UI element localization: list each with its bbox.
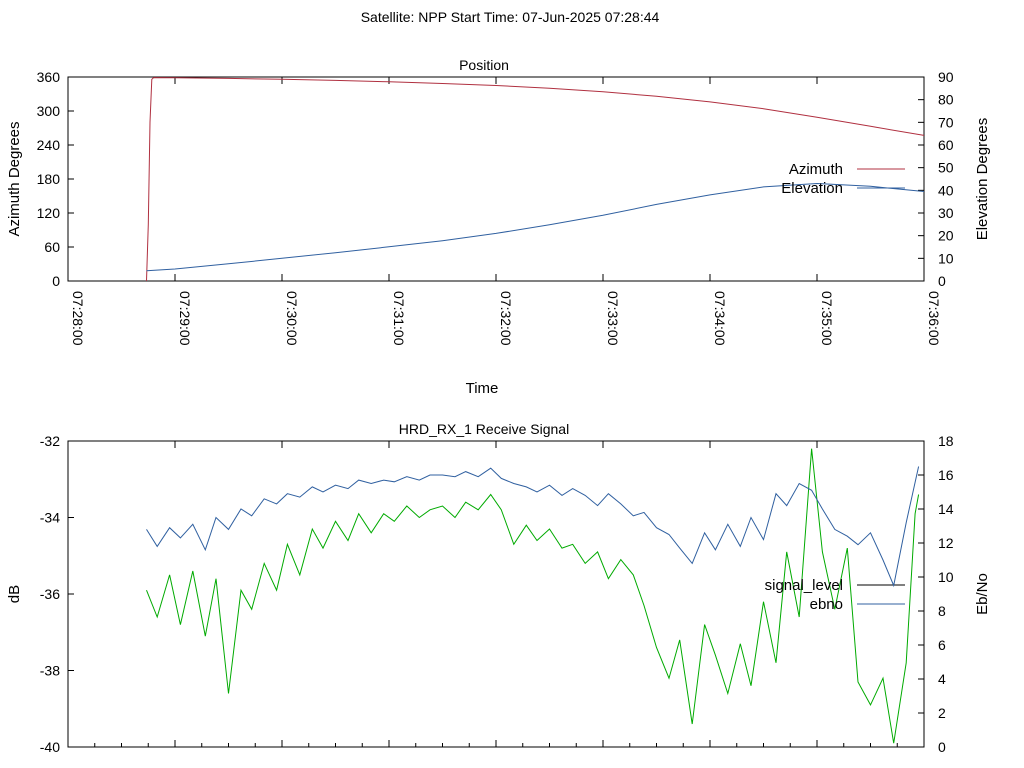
y2-tick-label: 2 <box>938 705 946 721</box>
y2-tick-label: 12 <box>938 535 954 551</box>
y2-tick-label: 4 <box>938 671 946 687</box>
legend-label: ebno <box>810 596 843 613</box>
y2-tick-label: 8 <box>938 603 946 619</box>
y2-tick-label: 30 <box>938 205 954 221</box>
y2-tick-label: 6 <box>938 637 946 653</box>
y-tick-label: 0 <box>52 273 60 289</box>
x-tick-label: 07:33:00 <box>605 291 621 346</box>
x-tick-label: 07:34:00 <box>712 291 728 346</box>
position-panel: Position 0 60 120 180 240 300 360 0 10 20 30 40 50 60 7… <box>6 57 991 397</box>
y2-tick-label: 40 <box>938 182 954 198</box>
x-tick-label: 07:31:00 <box>391 291 407 346</box>
y2-axis-label: Elevation Degrees <box>974 118 991 241</box>
y2-tick-label: 10 <box>938 250 954 266</box>
x-axis-label: Time <box>466 380 499 397</box>
y2-tick-label: 80 <box>938 92 954 108</box>
y2-tick-label: 50 <box>938 160 954 176</box>
x-tick-label: 07:36:00 <box>926 291 942 346</box>
series-line-elevation <box>146 182 925 272</box>
y-tick-label: 60 <box>44 239 60 255</box>
y2-tick-label: 90 <box>938 69 954 85</box>
x-tick-label: 07:30:00 <box>284 291 300 346</box>
y-axis-label: Azimuth Degrees <box>6 121 23 236</box>
x-tick-label: 07:32:00 <box>498 291 514 346</box>
y-tick-label: 240 <box>37 137 61 153</box>
y2-axis-label: Eb/No <box>974 573 991 615</box>
y2-tick-label: 0 <box>938 273 946 289</box>
y-tick-label: -38 <box>40 663 60 679</box>
panel-title: Position <box>459 57 509 73</box>
y-tick-label: 300 <box>37 103 61 119</box>
legend-label: Azimuth <box>789 161 843 178</box>
y-tick-label: -40 <box>40 739 60 755</box>
y2-tick-label: 60 <box>938 137 954 153</box>
y-tick-label: -34 <box>40 510 60 526</box>
legend-label: signal_level <box>765 577 843 594</box>
y2-tick-label: 0 <box>938 739 946 755</box>
y-axis-label: dB <box>6 585 23 603</box>
plot-frame <box>67 76 925 282</box>
y2-tick-label: 16 <box>938 467 954 483</box>
panel-title: HRD_RX_1 Receive Signal <box>399 421 569 437</box>
series-line-signal-level <box>146 448 920 744</box>
plot-frame <box>67 440 925 748</box>
y-tick-label: -36 <box>40 586 60 602</box>
y2-tick-label: 70 <box>938 114 954 130</box>
y-tick-label: -32 <box>40 433 60 449</box>
y-tick-label: 180 <box>37 171 61 187</box>
x-tick-label: 07:35:00 <box>819 291 835 346</box>
y2-tick-label: 10 <box>938 569 954 585</box>
y-tick-label: 360 <box>37 69 61 85</box>
y2-tick-label: 18 <box>938 433 954 449</box>
receive-signal-panel: HRD_RX_1 Receive Signal -40 -38 -36 -34 -32 0 2… <box>6 421 991 755</box>
series-line-azimuth <box>146 77 925 282</box>
y2-tick-label: 20 <box>938 228 954 244</box>
x-tick-label: 07:29:00 <box>177 291 193 346</box>
y-tick-label: 120 <box>37 205 61 221</box>
legend-label: Elevation <box>781 180 843 197</box>
series-line-ebno <box>146 466 920 588</box>
main-title: Satellite: NPP Start Time: 07-Jun-2025 0… <box>361 9 660 25</box>
y2-tick-label: 14 <box>938 501 954 517</box>
x-tick-label: 07:28:00 <box>70 291 86 346</box>
